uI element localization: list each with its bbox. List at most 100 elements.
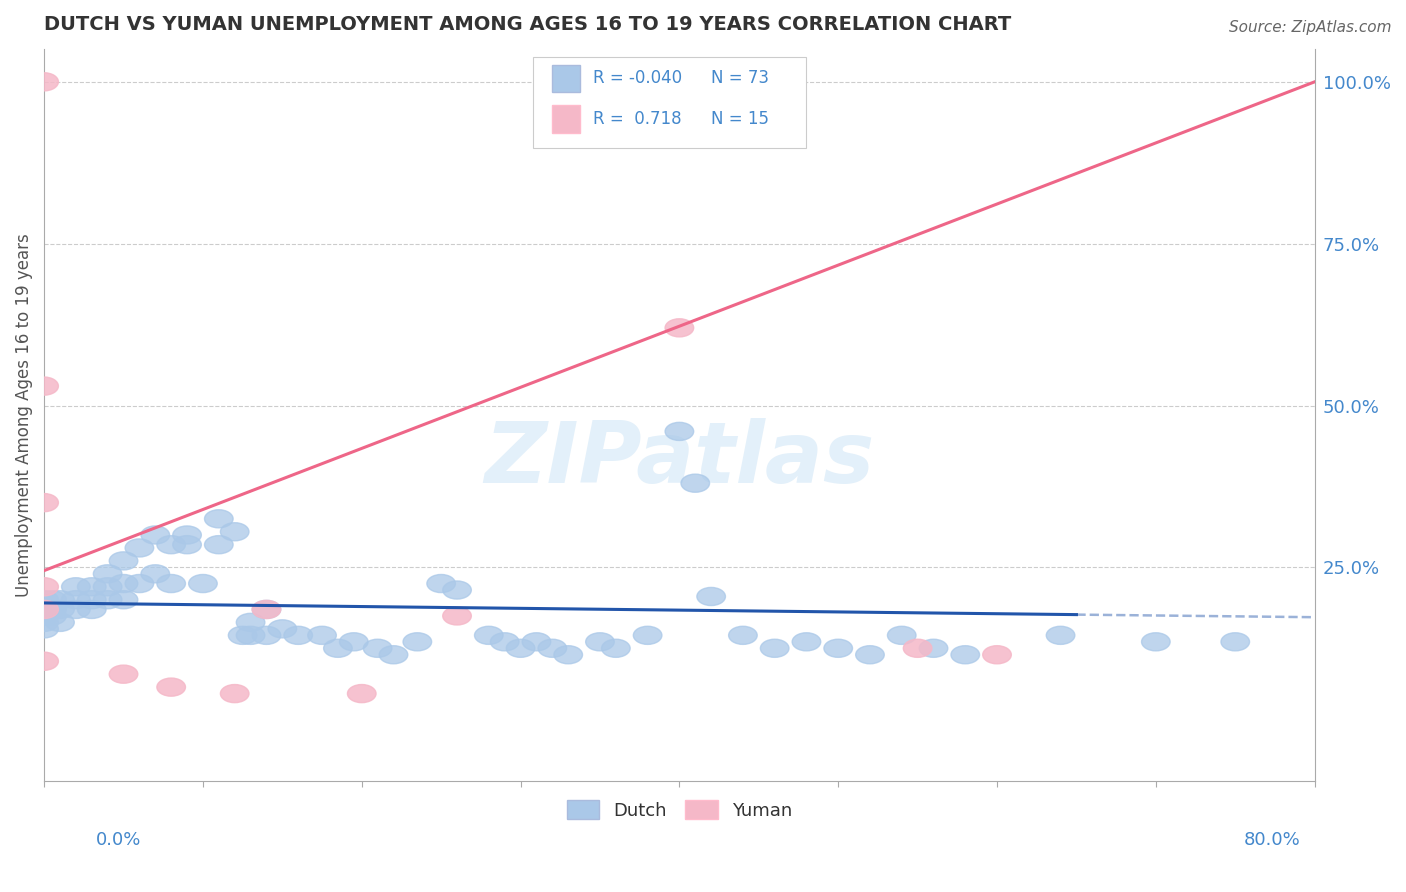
Ellipse shape (188, 574, 217, 592)
Ellipse shape (30, 377, 59, 395)
Ellipse shape (983, 646, 1011, 664)
FancyBboxPatch shape (553, 64, 581, 93)
Ellipse shape (93, 578, 122, 596)
Ellipse shape (125, 574, 153, 592)
Ellipse shape (30, 73, 59, 91)
Text: 0.0%: 0.0% (96, 831, 141, 849)
Ellipse shape (110, 552, 138, 570)
Ellipse shape (30, 600, 59, 618)
Ellipse shape (252, 600, 281, 618)
Ellipse shape (62, 591, 90, 608)
Ellipse shape (77, 600, 105, 618)
Ellipse shape (236, 614, 264, 632)
Ellipse shape (204, 535, 233, 554)
Ellipse shape (30, 493, 59, 512)
Text: R = -0.040: R = -0.040 (593, 70, 682, 87)
Ellipse shape (38, 607, 66, 625)
Ellipse shape (347, 684, 375, 703)
Ellipse shape (323, 640, 353, 657)
Ellipse shape (93, 591, 122, 608)
Ellipse shape (62, 578, 90, 596)
Ellipse shape (221, 684, 249, 703)
Ellipse shape (110, 665, 138, 683)
Ellipse shape (30, 578, 59, 596)
Text: N = 73: N = 73 (711, 70, 769, 87)
Ellipse shape (30, 614, 59, 632)
Text: R =  0.718: R = 0.718 (593, 110, 682, 128)
Ellipse shape (204, 509, 233, 528)
Text: Source: ZipAtlas.com: Source: ZipAtlas.com (1229, 20, 1392, 35)
Ellipse shape (474, 626, 503, 644)
Ellipse shape (427, 574, 456, 592)
Text: DUTCH VS YUMAN UNEMPLOYMENT AMONG AGES 16 TO 19 YEARS CORRELATION CHART: DUTCH VS YUMAN UNEMPLOYMENT AMONG AGES 1… (44, 15, 1011, 34)
Ellipse shape (665, 422, 693, 441)
Ellipse shape (110, 591, 138, 608)
Ellipse shape (554, 646, 582, 664)
Y-axis label: Unemployment Among Ages 16 to 19 years: Unemployment Among Ages 16 to 19 years (15, 234, 32, 597)
Ellipse shape (506, 640, 534, 657)
Ellipse shape (157, 678, 186, 696)
Ellipse shape (77, 591, 105, 608)
Ellipse shape (252, 600, 281, 618)
Ellipse shape (602, 640, 630, 657)
Ellipse shape (157, 535, 186, 554)
Ellipse shape (93, 565, 122, 582)
Ellipse shape (522, 632, 551, 651)
Ellipse shape (46, 614, 75, 632)
Ellipse shape (125, 539, 153, 557)
Ellipse shape (30, 620, 59, 638)
Ellipse shape (363, 640, 392, 657)
Ellipse shape (1220, 632, 1250, 651)
Ellipse shape (38, 600, 66, 618)
Ellipse shape (404, 632, 432, 651)
Ellipse shape (920, 640, 948, 657)
Ellipse shape (538, 640, 567, 657)
Ellipse shape (856, 646, 884, 664)
Ellipse shape (38, 591, 66, 608)
Ellipse shape (62, 600, 90, 618)
Ellipse shape (665, 318, 693, 337)
Ellipse shape (824, 640, 852, 657)
Ellipse shape (1142, 632, 1170, 651)
Ellipse shape (284, 626, 312, 644)
Ellipse shape (30, 591, 59, 608)
Ellipse shape (30, 652, 59, 670)
Ellipse shape (157, 574, 186, 592)
Ellipse shape (792, 632, 821, 651)
Ellipse shape (728, 626, 758, 644)
Ellipse shape (228, 626, 257, 644)
Text: N = 15: N = 15 (711, 110, 769, 128)
Ellipse shape (173, 535, 201, 554)
Ellipse shape (221, 523, 249, 541)
Ellipse shape (697, 588, 725, 606)
Ellipse shape (887, 626, 917, 644)
Ellipse shape (141, 565, 170, 582)
Ellipse shape (681, 475, 710, 492)
Text: 80.0%: 80.0% (1244, 831, 1301, 849)
Ellipse shape (269, 620, 297, 638)
Ellipse shape (141, 526, 170, 544)
Ellipse shape (308, 626, 336, 644)
Ellipse shape (633, 626, 662, 644)
Ellipse shape (443, 607, 471, 625)
FancyBboxPatch shape (533, 57, 807, 148)
Ellipse shape (903, 640, 932, 657)
Ellipse shape (46, 591, 75, 608)
Ellipse shape (950, 646, 980, 664)
Ellipse shape (173, 526, 201, 544)
Ellipse shape (252, 626, 281, 644)
Ellipse shape (30, 600, 59, 618)
Ellipse shape (30, 607, 59, 625)
Ellipse shape (443, 581, 471, 599)
Ellipse shape (586, 632, 614, 651)
Ellipse shape (110, 574, 138, 592)
Ellipse shape (236, 626, 264, 644)
Ellipse shape (46, 600, 75, 618)
Ellipse shape (380, 646, 408, 664)
Ellipse shape (1046, 626, 1074, 644)
Ellipse shape (77, 578, 105, 596)
FancyBboxPatch shape (553, 105, 581, 133)
Ellipse shape (761, 640, 789, 657)
Ellipse shape (339, 632, 368, 651)
Ellipse shape (491, 632, 519, 651)
